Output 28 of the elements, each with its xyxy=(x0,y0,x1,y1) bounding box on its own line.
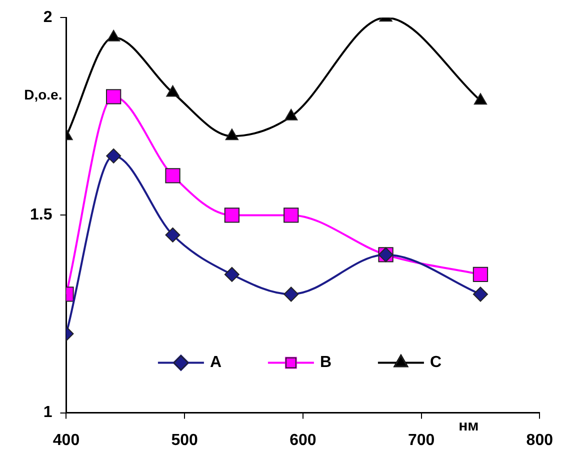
legend-label: B xyxy=(320,354,332,372)
point xyxy=(284,286,299,302)
y-axis-title: D,o.e. xyxy=(24,86,62,102)
point xyxy=(284,208,299,223)
y-tick-label: 1 xyxy=(43,404,52,422)
x-tick-label: 700 xyxy=(408,432,435,449)
point xyxy=(106,89,122,104)
point xyxy=(165,168,180,184)
x-tick-label: 600 xyxy=(290,432,316,449)
point xyxy=(165,227,180,242)
x-tick-label: 800 xyxy=(526,432,554,449)
x-axis-title: нм xyxy=(458,417,479,434)
point xyxy=(106,148,122,164)
legend-label: A xyxy=(210,354,222,372)
x-tick-label: 400 xyxy=(52,432,80,449)
y-tick-label: 1.5 xyxy=(30,206,52,224)
x-tick-label: 500 xyxy=(171,432,198,449)
point xyxy=(472,286,488,302)
point xyxy=(472,266,488,282)
point xyxy=(224,208,240,223)
y-tick-label: 2 xyxy=(43,9,52,26)
point xyxy=(107,30,120,42)
point xyxy=(284,108,298,120)
point xyxy=(224,266,240,282)
legend-label: C xyxy=(430,354,442,372)
point xyxy=(166,85,180,97)
point xyxy=(225,128,238,140)
point xyxy=(474,93,488,105)
